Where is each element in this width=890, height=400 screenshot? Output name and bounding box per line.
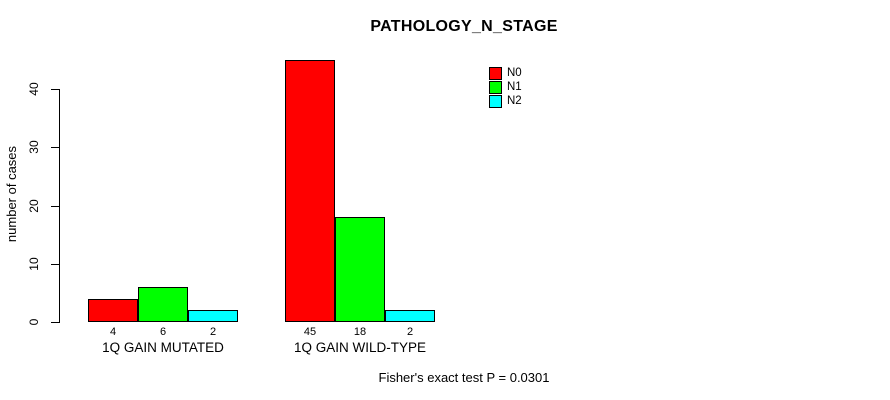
legend-label: N0 xyxy=(507,67,522,79)
legend-swatch-icon xyxy=(489,66,502,80)
legend-item-n0: N0 xyxy=(489,66,522,80)
bar-n1-group1 xyxy=(138,287,188,322)
legend-swatch-icon xyxy=(489,80,502,94)
legend-label: N1 xyxy=(507,81,522,93)
bar-n1-group2 xyxy=(335,217,385,322)
legend-label: N2 xyxy=(507,95,522,107)
legend-swatch-icon xyxy=(489,94,502,108)
legend-item-n2: N2 xyxy=(489,94,522,108)
y-tick-label: 40 xyxy=(27,82,41,96)
y-tick-mark xyxy=(51,147,60,148)
y-axis-label: number of cases xyxy=(4,145,19,243)
bar-value-label: 18 xyxy=(353,326,367,338)
bar-value-label: 45 xyxy=(303,326,317,338)
bar-value-label: 2 xyxy=(406,326,414,338)
y-tick-mark xyxy=(51,264,60,265)
y-tick-mark xyxy=(51,89,60,90)
bar-n0-group2 xyxy=(285,60,335,322)
bar-value-label: 6 xyxy=(159,326,167,338)
bar-value-label: 4 xyxy=(109,326,117,338)
chart-title: PATHOLOGY_N_STAGE xyxy=(370,18,558,35)
category-label-group2: 1Q GAIN WILD-TYPE xyxy=(293,340,427,355)
y-tick-label: 30 xyxy=(27,140,41,154)
stat-test-note: Fisher's exact test P = 0.0301 xyxy=(378,370,550,385)
bar-n2-group2 xyxy=(385,310,435,322)
bar-n2-group1 xyxy=(188,310,238,322)
y-tick-mark xyxy=(51,206,60,207)
bar-value-label: 2 xyxy=(209,326,217,338)
legend: N0 N1 N2 xyxy=(489,66,522,108)
y-tick-label: 20 xyxy=(27,199,41,213)
y-tick-label: 10 xyxy=(27,257,41,271)
y-tick-label: 0 xyxy=(27,318,41,326)
y-tick-mark xyxy=(51,322,60,323)
category-label-group1: 1Q GAIN MUTATED xyxy=(102,340,224,355)
legend-item-n1: N1 xyxy=(489,80,522,94)
bar-n0-group1 xyxy=(88,299,138,322)
